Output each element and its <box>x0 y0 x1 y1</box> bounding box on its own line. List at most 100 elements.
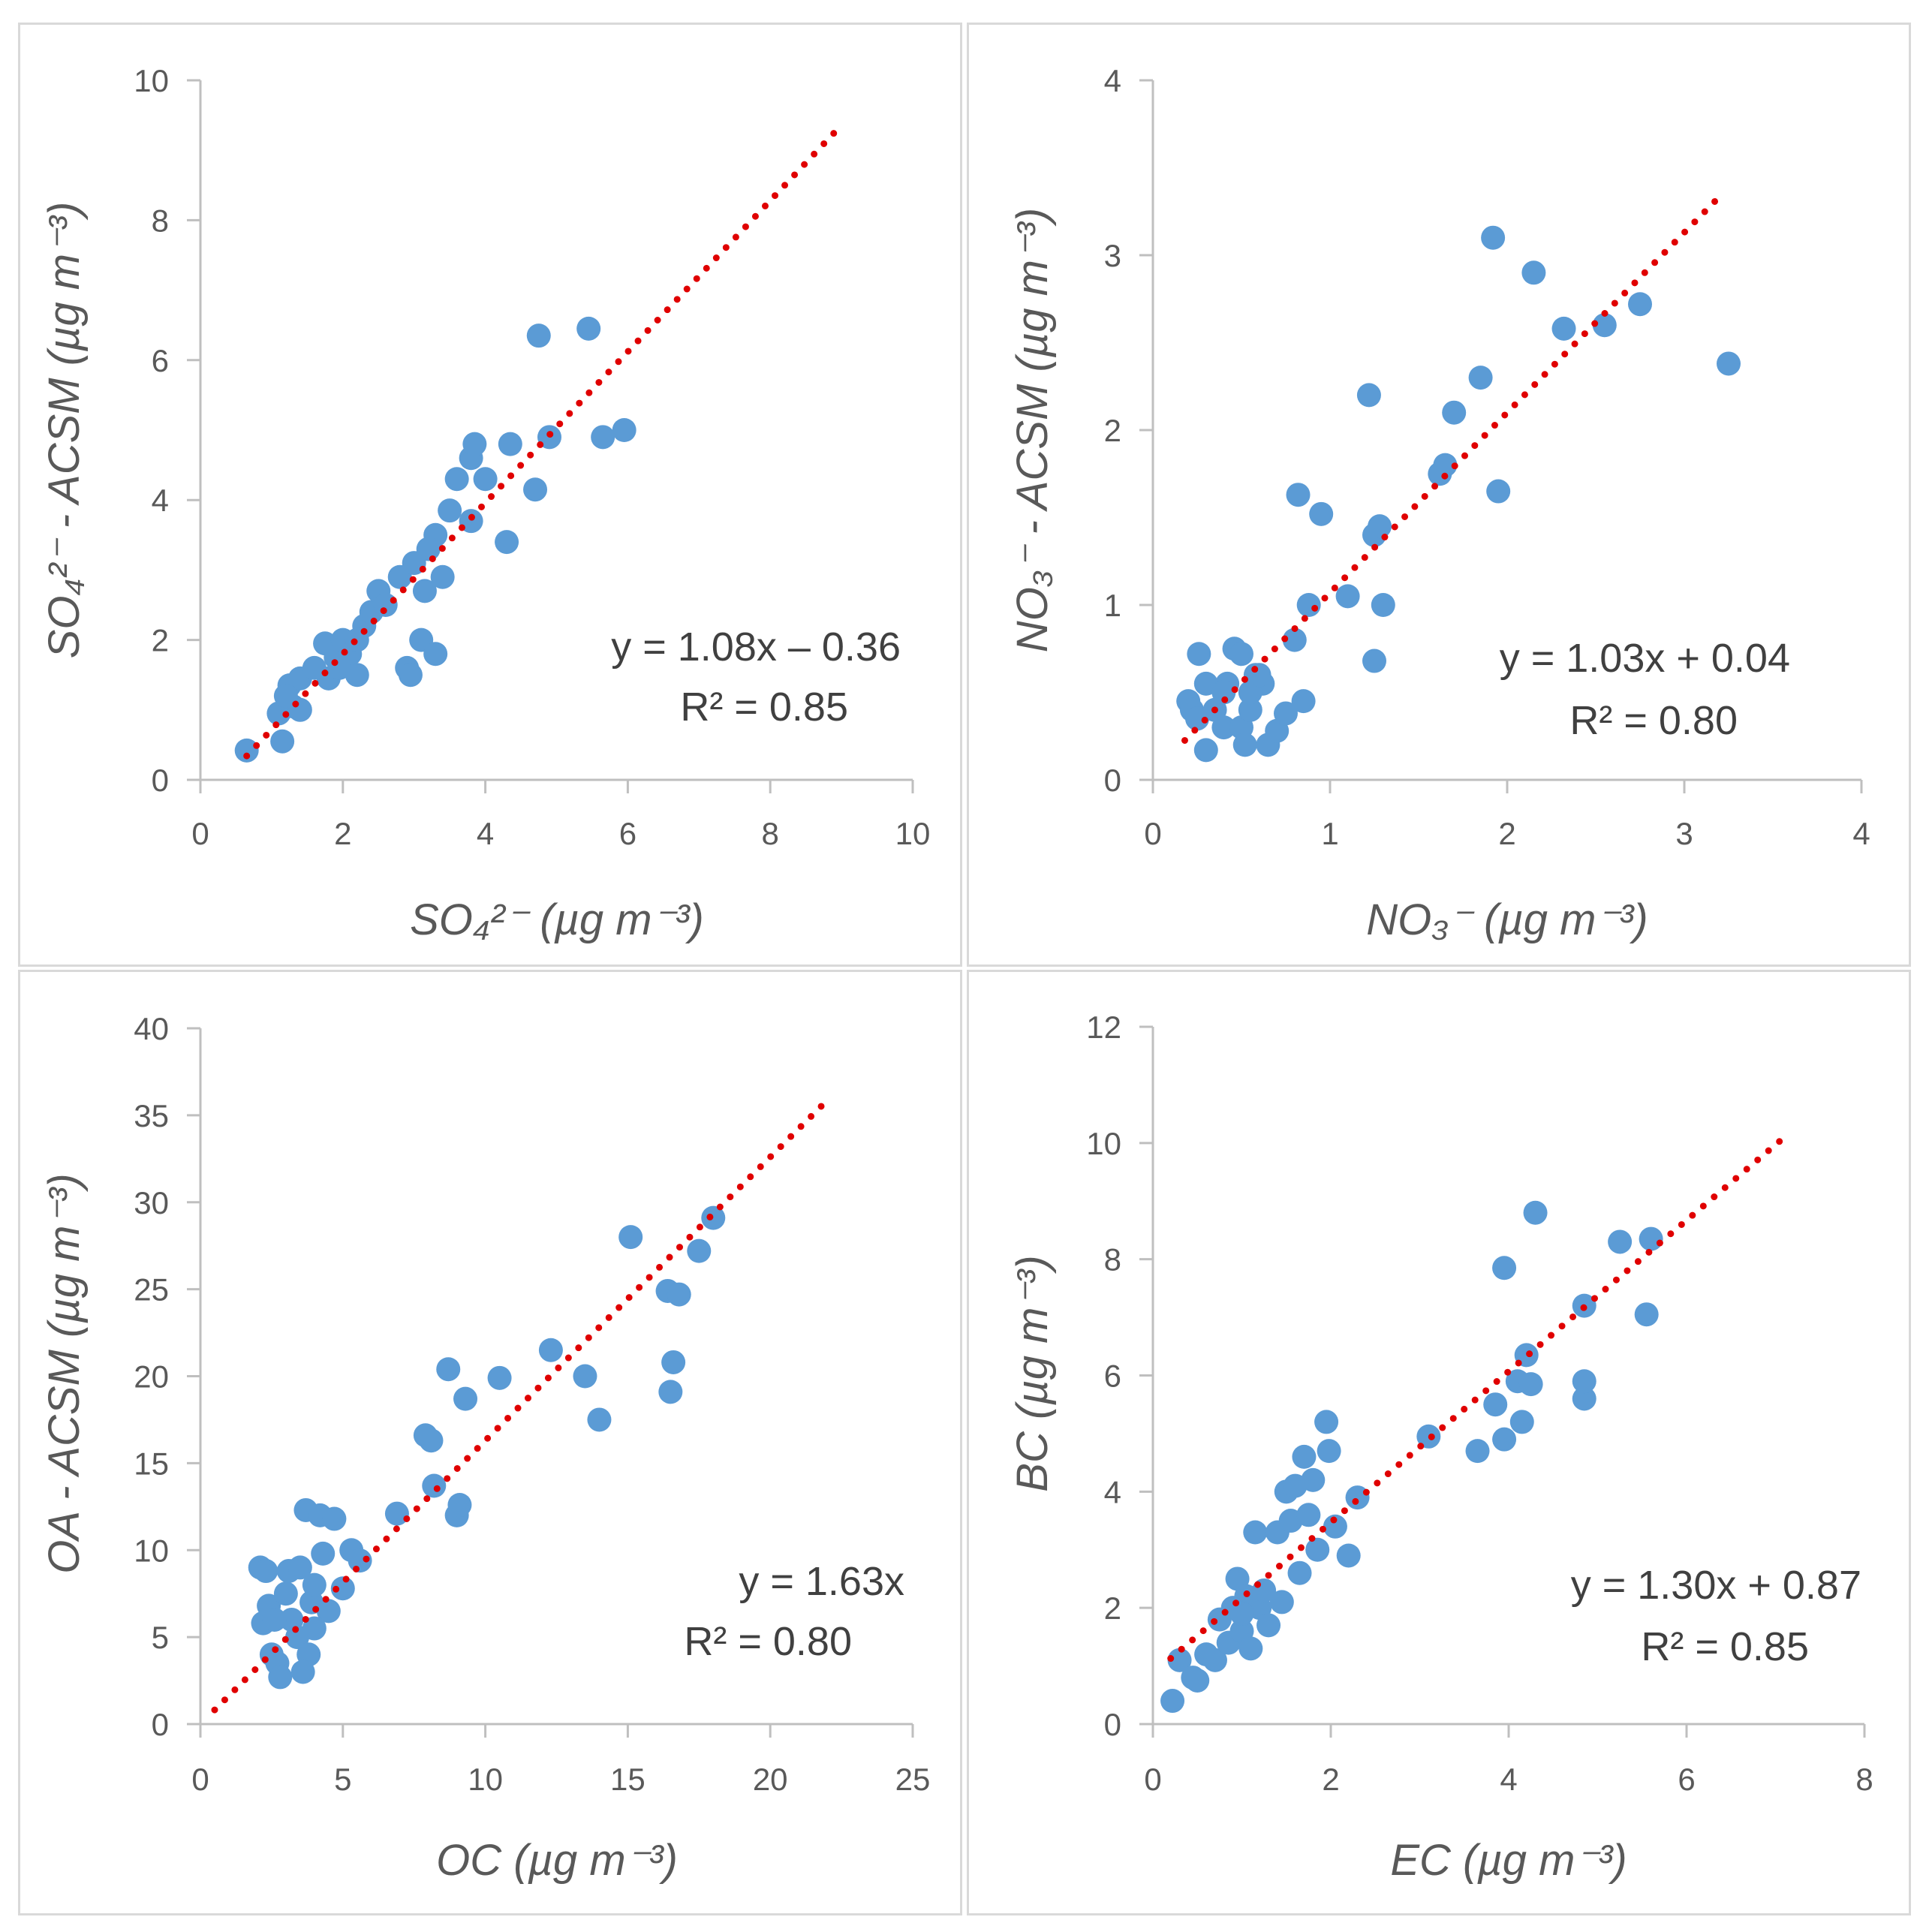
x-axis-title: OC (µg m⁻³) <box>436 1836 678 1885</box>
data-point <box>1296 1503 1321 1527</box>
y-axis-title: NO₃⁻ - ACSM (µg m⁻³) <box>1008 208 1057 652</box>
x-tick-label: 0 <box>191 816 209 851</box>
data-point <box>1717 351 1741 376</box>
data-point <box>1296 593 1321 617</box>
y-tick-label: 1 <box>1104 588 1121 623</box>
data-point <box>612 418 636 442</box>
data-point <box>398 663 423 688</box>
y-tick-label: 8 <box>152 203 169 238</box>
data-point <box>1256 1613 1281 1638</box>
regression-equation: y = 1.30x + 0.87 <box>1571 1563 1861 1608</box>
panel-nitrate <box>967 23 1911 967</box>
y-tick-label: 30 <box>134 1185 169 1220</box>
y-tick-label: 10 <box>134 63 169 98</box>
x-axis-title: EC (µg m⁻³) <box>1390 1836 1627 1885</box>
data-point <box>538 1338 563 1362</box>
x-tick-label: 8 <box>1855 1762 1873 1797</box>
data-point <box>1274 701 1298 726</box>
y-tick-label: 35 <box>134 1098 169 1133</box>
data-point <box>1433 453 1458 477</box>
data-point <box>423 642 448 667</box>
x-axis-title: SO₄²⁻ (µg m⁻³) <box>410 895 704 944</box>
x-tick-label: 0 <box>1144 816 1161 851</box>
chart-1: 0 2 4 6 8 10 0 2 4 6 8 10 SO₄²⁻ (µg m⁻³) SO₄²⁻ - ACSM… <box>40 63 930 944</box>
x-tick-label: 8 <box>762 816 779 851</box>
x-tick-label: 2 <box>1498 816 1515 851</box>
data-point <box>1371 593 1395 617</box>
data-point <box>498 432 522 456</box>
data-point <box>1301 1467 1326 1492</box>
data-point <box>1323 1514 1347 1539</box>
data-point <box>1628 292 1652 317</box>
data-point <box>1269 1590 1294 1615</box>
data-point <box>1639 1226 1663 1251</box>
data-point <box>416 537 441 561</box>
data-point <box>412 579 437 603</box>
data-point <box>661 1350 686 1374</box>
data-point <box>1492 1427 1517 1452</box>
data-point <box>453 1386 478 1411</box>
data-point <box>1247 663 1271 688</box>
y-tick-label: 2 <box>1104 413 1121 448</box>
data-point <box>422 1473 447 1498</box>
data-point <box>302 1572 327 1597</box>
data-point <box>1486 479 1511 504</box>
data-point <box>1509 1410 1534 1434</box>
data-point <box>1167 1648 1192 1672</box>
y-tick-label: 4 <box>1104 63 1121 98</box>
y-tick-label: 0 <box>1104 1707 1121 1742</box>
y-tick-label: 0 <box>152 763 169 798</box>
data-point <box>273 1581 298 1606</box>
data-point <box>1309 501 1334 526</box>
data-point <box>495 530 519 555</box>
data-point <box>1572 1386 1596 1411</box>
data-point <box>1229 642 1253 667</box>
y-tick-label: 6 <box>152 343 169 378</box>
x-tick-label: 3 <box>1675 816 1693 851</box>
x-tick-label: 20 <box>753 1762 788 1797</box>
data-point <box>1492 1256 1517 1280</box>
y-tick-label: 4 <box>152 483 169 518</box>
data-point <box>1185 1668 1210 1693</box>
data-point <box>268 1665 293 1690</box>
chart-4: 0 2 4 6 8 10 12 0 2 4 6 8 EC (µg m⁻³) BC (µg m⁻³) y = … <box>1008 1010 1873 1885</box>
data-point <box>1317 1439 1341 1464</box>
y-tick-label: 8 <box>1104 1242 1121 1277</box>
data-point <box>311 1541 336 1566</box>
data-point <box>1356 383 1381 408</box>
data-point <box>1362 649 1386 673</box>
data-point <box>1483 1392 1508 1417</box>
data-point <box>687 1238 712 1263</box>
data-point <box>1442 400 1467 425</box>
data-point <box>1193 671 1218 696</box>
trendline <box>243 129 838 760</box>
data-point <box>1368 514 1392 539</box>
data-point <box>1468 366 1493 390</box>
y-tick-label: 2 <box>1104 1590 1121 1626</box>
data-point <box>526 324 551 348</box>
data-point <box>1211 715 1236 740</box>
data-point <box>1238 1636 1263 1661</box>
data-point <box>447 1492 472 1517</box>
data-point <box>591 425 615 450</box>
data-point <box>618 1225 643 1250</box>
data-point <box>1232 733 1257 757</box>
data-point <box>384 1501 409 1526</box>
x-tick-label: 6 <box>619 816 636 851</box>
y-tick-label: 12 <box>1086 1010 1121 1045</box>
y-tick-label: 6 <box>1104 1359 1121 1394</box>
data-point <box>701 1205 726 1230</box>
data-point <box>1551 316 1576 341</box>
x-tick-label: 1 <box>1321 816 1338 851</box>
data-point <box>1521 260 1546 285</box>
data-point <box>1185 706 1209 731</box>
chart-2: 0 1 2 3 4 0 1 2 3 4 NO₃⁻ (µg m⁻³) NO₃⁻ - ACSM (µg m… <box>1008 63 1870 944</box>
y-tick-label: 40 <box>134 1011 169 1046</box>
data-point <box>1291 689 1316 714</box>
data-point <box>330 1576 355 1601</box>
x-tick-label: 6 <box>1678 1762 1695 1797</box>
data-point <box>273 684 298 709</box>
x-tick-label: 4 <box>1500 1762 1517 1797</box>
y-tick-label: 0 <box>152 1707 169 1742</box>
data-point <box>1187 642 1211 667</box>
